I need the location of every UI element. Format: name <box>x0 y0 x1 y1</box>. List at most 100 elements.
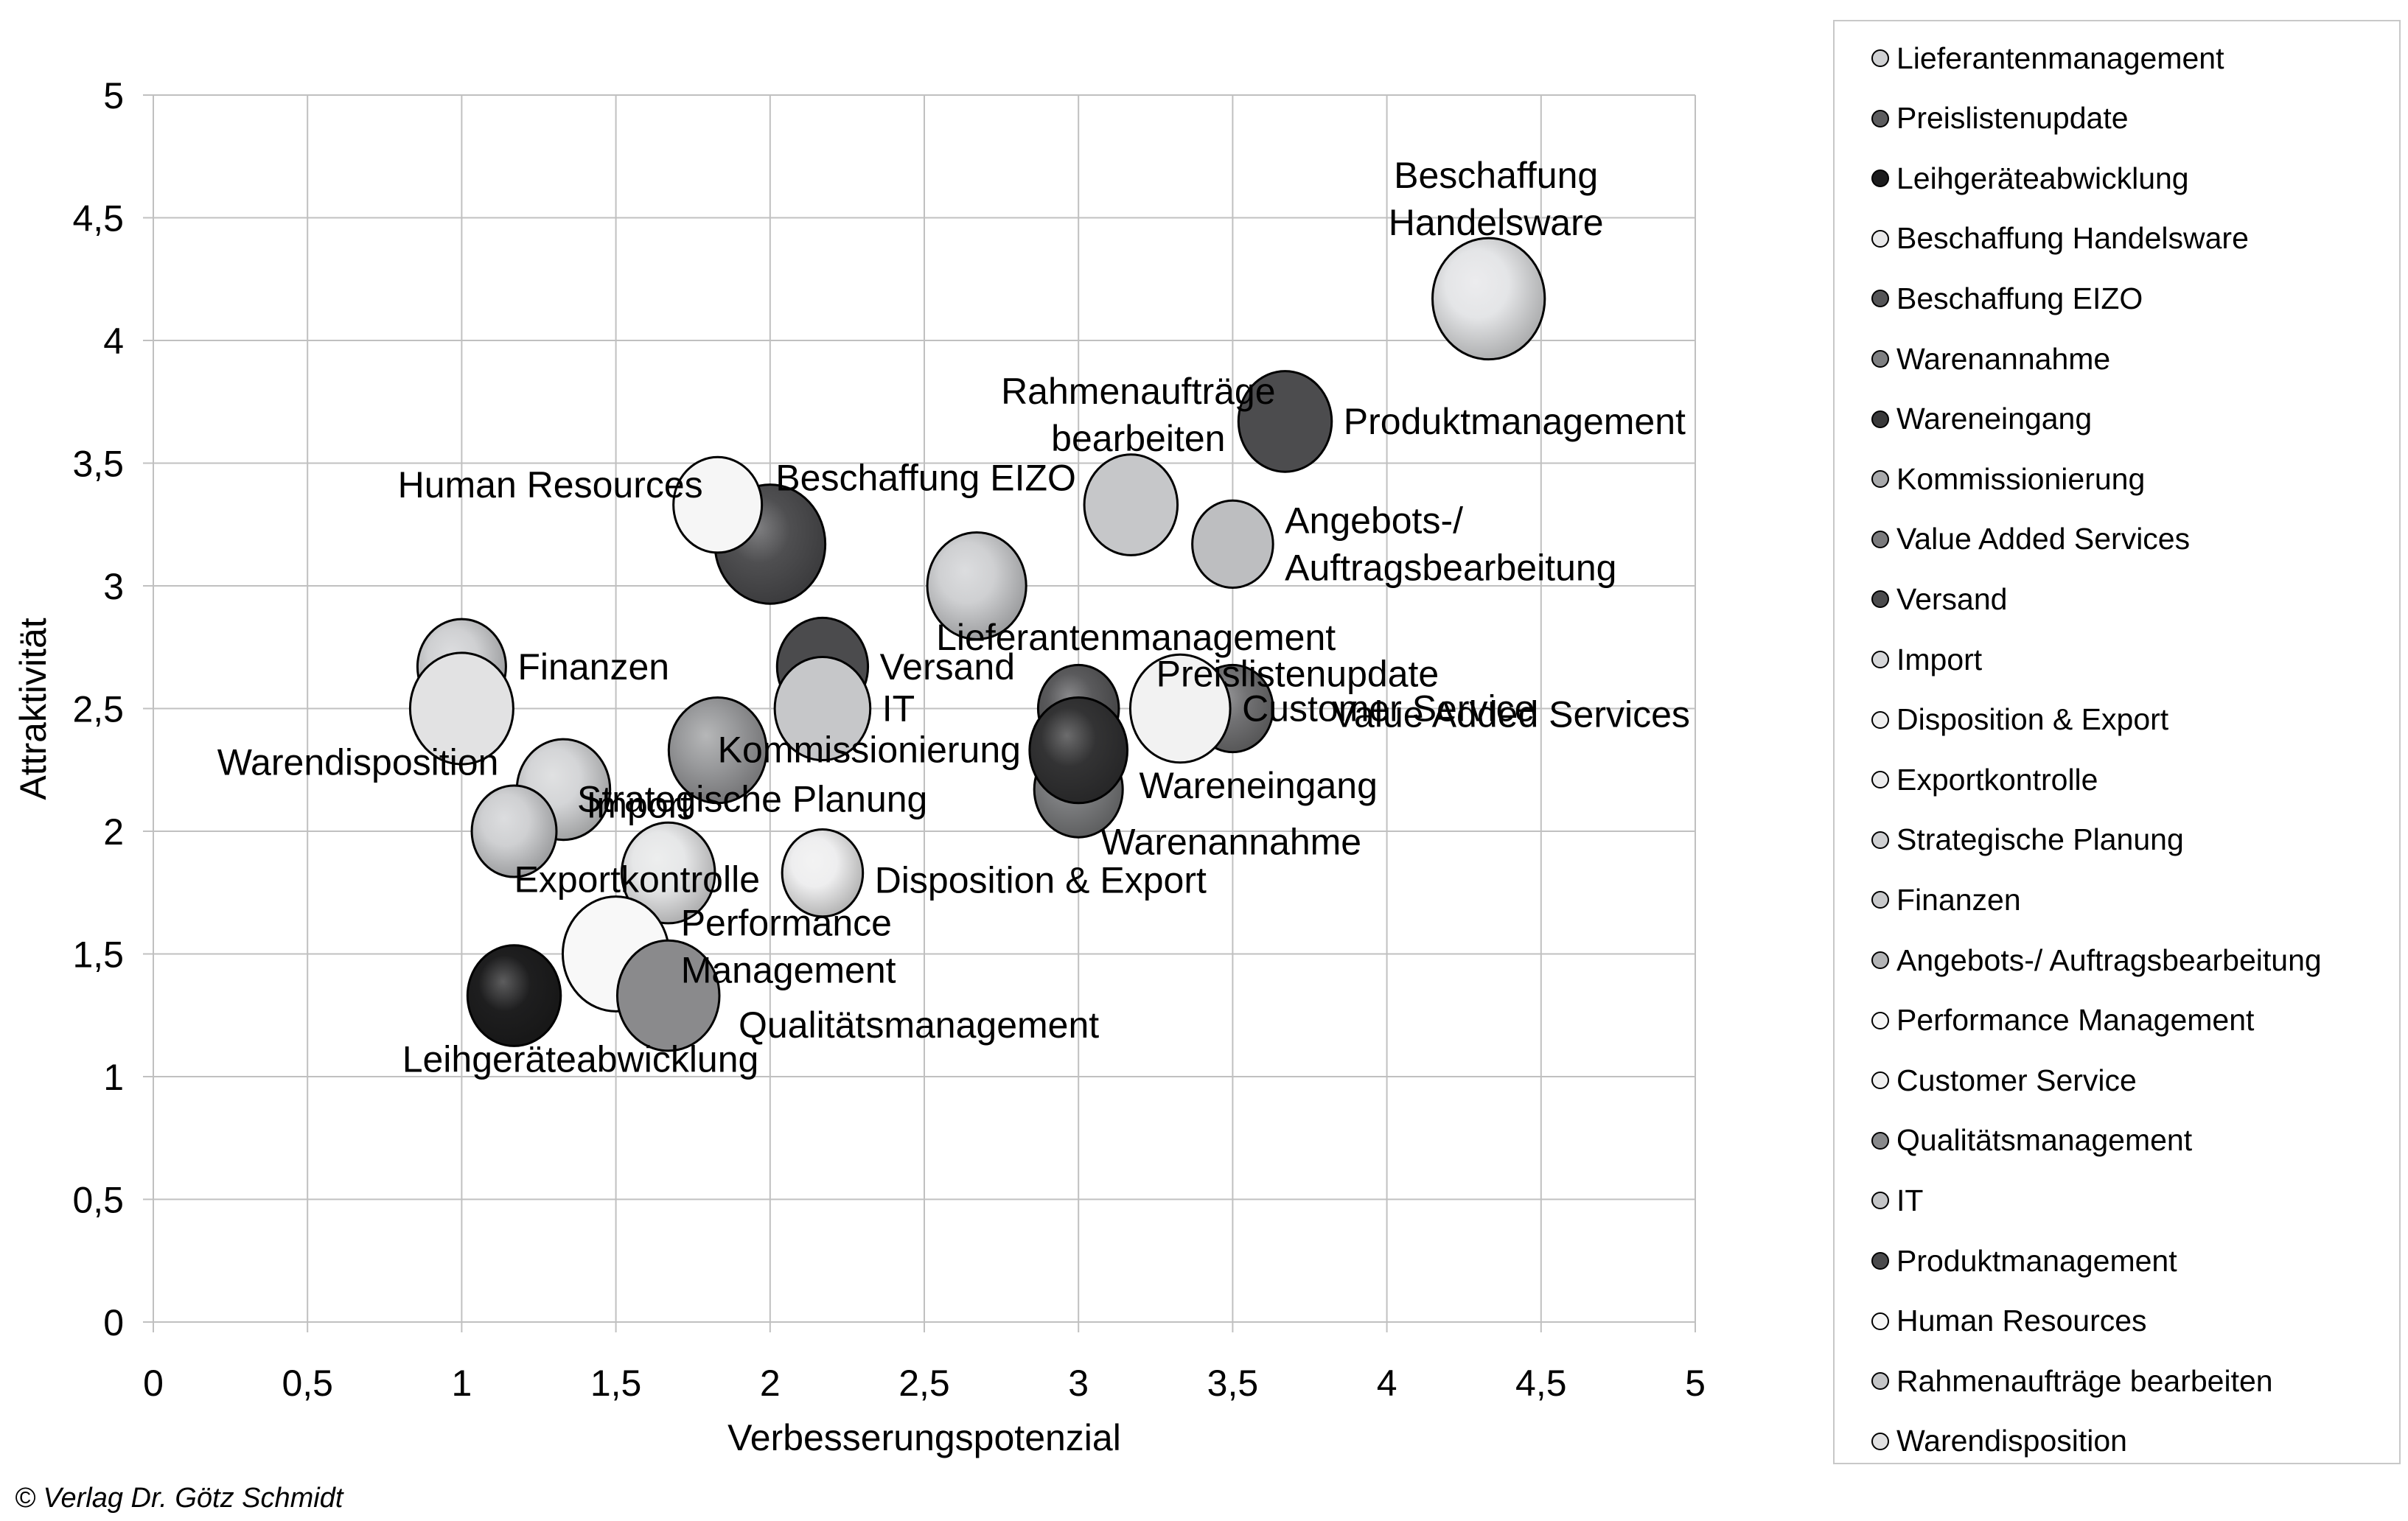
legend-label: Preislistenupdate <box>1896 101 2129 136</box>
bubble-leihgeräteabwicklung <box>466 944 562 1047</box>
bubble-label: Performance <box>681 903 892 944</box>
bubble-warendisposition <box>408 651 514 766</box>
bubble-label: Disposition & Export <box>875 860 1207 901</box>
legend-swatch-circle-icon <box>1871 1252 1889 1270</box>
x-tick-label: 5 <box>1685 1363 1706 1404</box>
legend-label: Beschaffung Handelsware <box>1896 221 2249 256</box>
legend-label: Lieferantenmanagement <box>1896 41 2224 75</box>
legend-label: Beschaffung EIZO <box>1896 281 2143 315</box>
x-tick-label: 0,5 <box>282 1363 333 1404</box>
bubble-qualitätsmanagement <box>615 939 721 1052</box>
y-tick-label: 5 <box>103 75 124 116</box>
bubble-label: Customer Service <box>1242 688 1535 730</box>
bubble-human-resources <box>672 455 764 554</box>
y-tick-label: 1 <box>103 1057 124 1098</box>
legend-swatch-circle-icon <box>1871 530 1889 548</box>
bubble-label: Lieferantenmanagement <box>936 617 1336 658</box>
bubble-label: Beschaffung EIZO <box>775 458 1076 499</box>
legend-swatch-circle-icon <box>1871 651 1889 668</box>
bubble-kommissionierung <box>667 696 768 805</box>
legend-item: Performance Management <box>1871 999 2254 1043</box>
bubble-label: Management <box>681 950 896 991</box>
legend-swatch-circle-icon <box>1871 49 1889 67</box>
legend-swatch-circle-icon <box>1871 290 1889 308</box>
legend-swatch-circle-icon <box>1871 590 1889 609</box>
bubble-label: Angebots-/ <box>1285 500 1463 541</box>
bubble-label: Human Resources <box>398 464 703 506</box>
legend-item: Customer Service <box>1871 1058 2137 1102</box>
y-tick-label: 3 <box>103 566 124 607</box>
bubble-produktmanagement <box>1237 370 1333 473</box>
legend-label: Leihgeräteabwicklung <box>1896 161 2189 195</box>
x-tick-label: 1,5 <box>590 1363 642 1404</box>
bubble-label: bearbeiten <box>1051 418 1225 459</box>
legend-swatch-circle-icon <box>1871 1131 1889 1150</box>
bubble-label: Finanzen <box>517 646 669 688</box>
legend-label: Human Resources <box>1896 1304 2147 1338</box>
y-tick-label: 2,5 <box>72 689 124 730</box>
legend-item: Warendisposition <box>1871 1419 2127 1464</box>
legend-label: Disposition & Export <box>1896 702 2169 737</box>
bubble-exportkontrolle <box>470 784 558 878</box>
x-tick-label: 2 <box>760 1363 781 1404</box>
legend-item: Human Resources <box>1871 1299 2147 1343</box>
legend-swatch-circle-icon <box>1871 1372 1889 1391</box>
y-tick-label: 4,5 <box>72 198 124 239</box>
bubble-it <box>773 656 872 761</box>
legend-item: Leihgeräteabwicklung <box>1871 156 2189 200</box>
legend-swatch-circle-icon <box>1871 1192 1889 1210</box>
legend-swatch-circle-icon <box>1871 109 1889 127</box>
legend-swatch-circle-icon <box>1871 1312 1889 1330</box>
legend-item: Versand <box>1871 577 2007 621</box>
legend-item: Import <box>1871 637 1982 682</box>
x-axis-title: Verbesserungspotenzial <box>727 1417 1121 1458</box>
x-tick-label: 0 <box>143 1363 164 1404</box>
legend-item: IT <box>1871 1178 1923 1223</box>
legend: Lieferantenmanagement Preislistenupdate Le… <box>1833 20 2401 1464</box>
legend-item: Beschaffung EIZO <box>1871 276 2143 321</box>
legend-swatch-circle-icon <box>1871 710 1889 729</box>
legend-swatch-circle-icon <box>1871 951 1889 969</box>
bubble-wareneingang <box>1028 696 1129 805</box>
grid <box>143 94 1696 1332</box>
legend-item: Qualitätsmanagement <box>1871 1119 2192 1163</box>
legend-item: Rahmenaufträge bearbeiten <box>1871 1359 2273 1403</box>
legend-swatch-circle-icon <box>1871 771 1889 789</box>
legend-swatch-circle-icon <box>1871 470 1889 489</box>
y-axis-ticks: 0 0,5 1 1,5 2 2,5 3 3,5 4 4,5 5 <box>72 75 124 1343</box>
x-tick-label: 3 <box>1068 1363 1089 1404</box>
bubble-label: Beschaffung <box>1394 155 1598 196</box>
bubble-label: Handelsware <box>1389 202 1604 243</box>
bubble-label: Import <box>586 785 691 826</box>
legend-item: Strategische Planung <box>1871 818 2184 862</box>
bubble-label: Preislistenupdate <box>1156 654 1439 695</box>
bubble-beschaffung-handelsware <box>1431 237 1546 361</box>
x-tick-label: 4,5 <box>1515 1363 1567 1404</box>
bubble-strategische-planung <box>620 821 716 925</box>
bubble-label: Versand <box>880 646 1015 688</box>
legend-label: Value Added Services <box>1896 522 2191 556</box>
y-tick-label: 2 <box>103 811 124 853</box>
bubble-label: Rahmenaufträge <box>1001 371 1275 412</box>
legend-item: Wareneingang <box>1871 397 2092 441</box>
bubble-lieferantenmanagement <box>926 531 1027 640</box>
legend-label: Import <box>1896 642 1983 676</box>
legend-item: Angebots-/ Auftragsbearbeitung <box>1871 938 2322 982</box>
legend-label: Warenannahme <box>1896 341 2111 376</box>
x-tick-label: 3,5 <box>1207 1363 1259 1404</box>
bubble-label: Value Added Services <box>1332 693 1689 735</box>
legend-item: Lieferantenmanagement <box>1871 36 2224 80</box>
legend-item: Warenannahme <box>1871 337 2110 381</box>
legend-swatch-circle-icon <box>1871 1071 1889 1090</box>
legend-label: Strategische Planung <box>1896 822 2184 857</box>
legend-item: Kommissionierung <box>1871 457 2145 501</box>
bubble-disposition-export <box>781 828 865 918</box>
bubble-label: Produktmanagement <box>1344 401 1686 442</box>
x-axis-ticks: 0 0,5 1 1,5 2 2,5 3 3,5 4 4,5 5 <box>143 1363 1706 1404</box>
legend-label: Rahmenaufträge bearbeiten <box>1896 1363 2273 1398</box>
legend-swatch-circle-icon <box>1871 831 1889 849</box>
legend-label: Versand <box>1896 581 2008 616</box>
legend-label: Exportkontrolle <box>1896 762 2098 797</box>
legend-item: Value Added Services <box>1871 517 2190 562</box>
x-tick-label: 2,5 <box>898 1363 950 1404</box>
